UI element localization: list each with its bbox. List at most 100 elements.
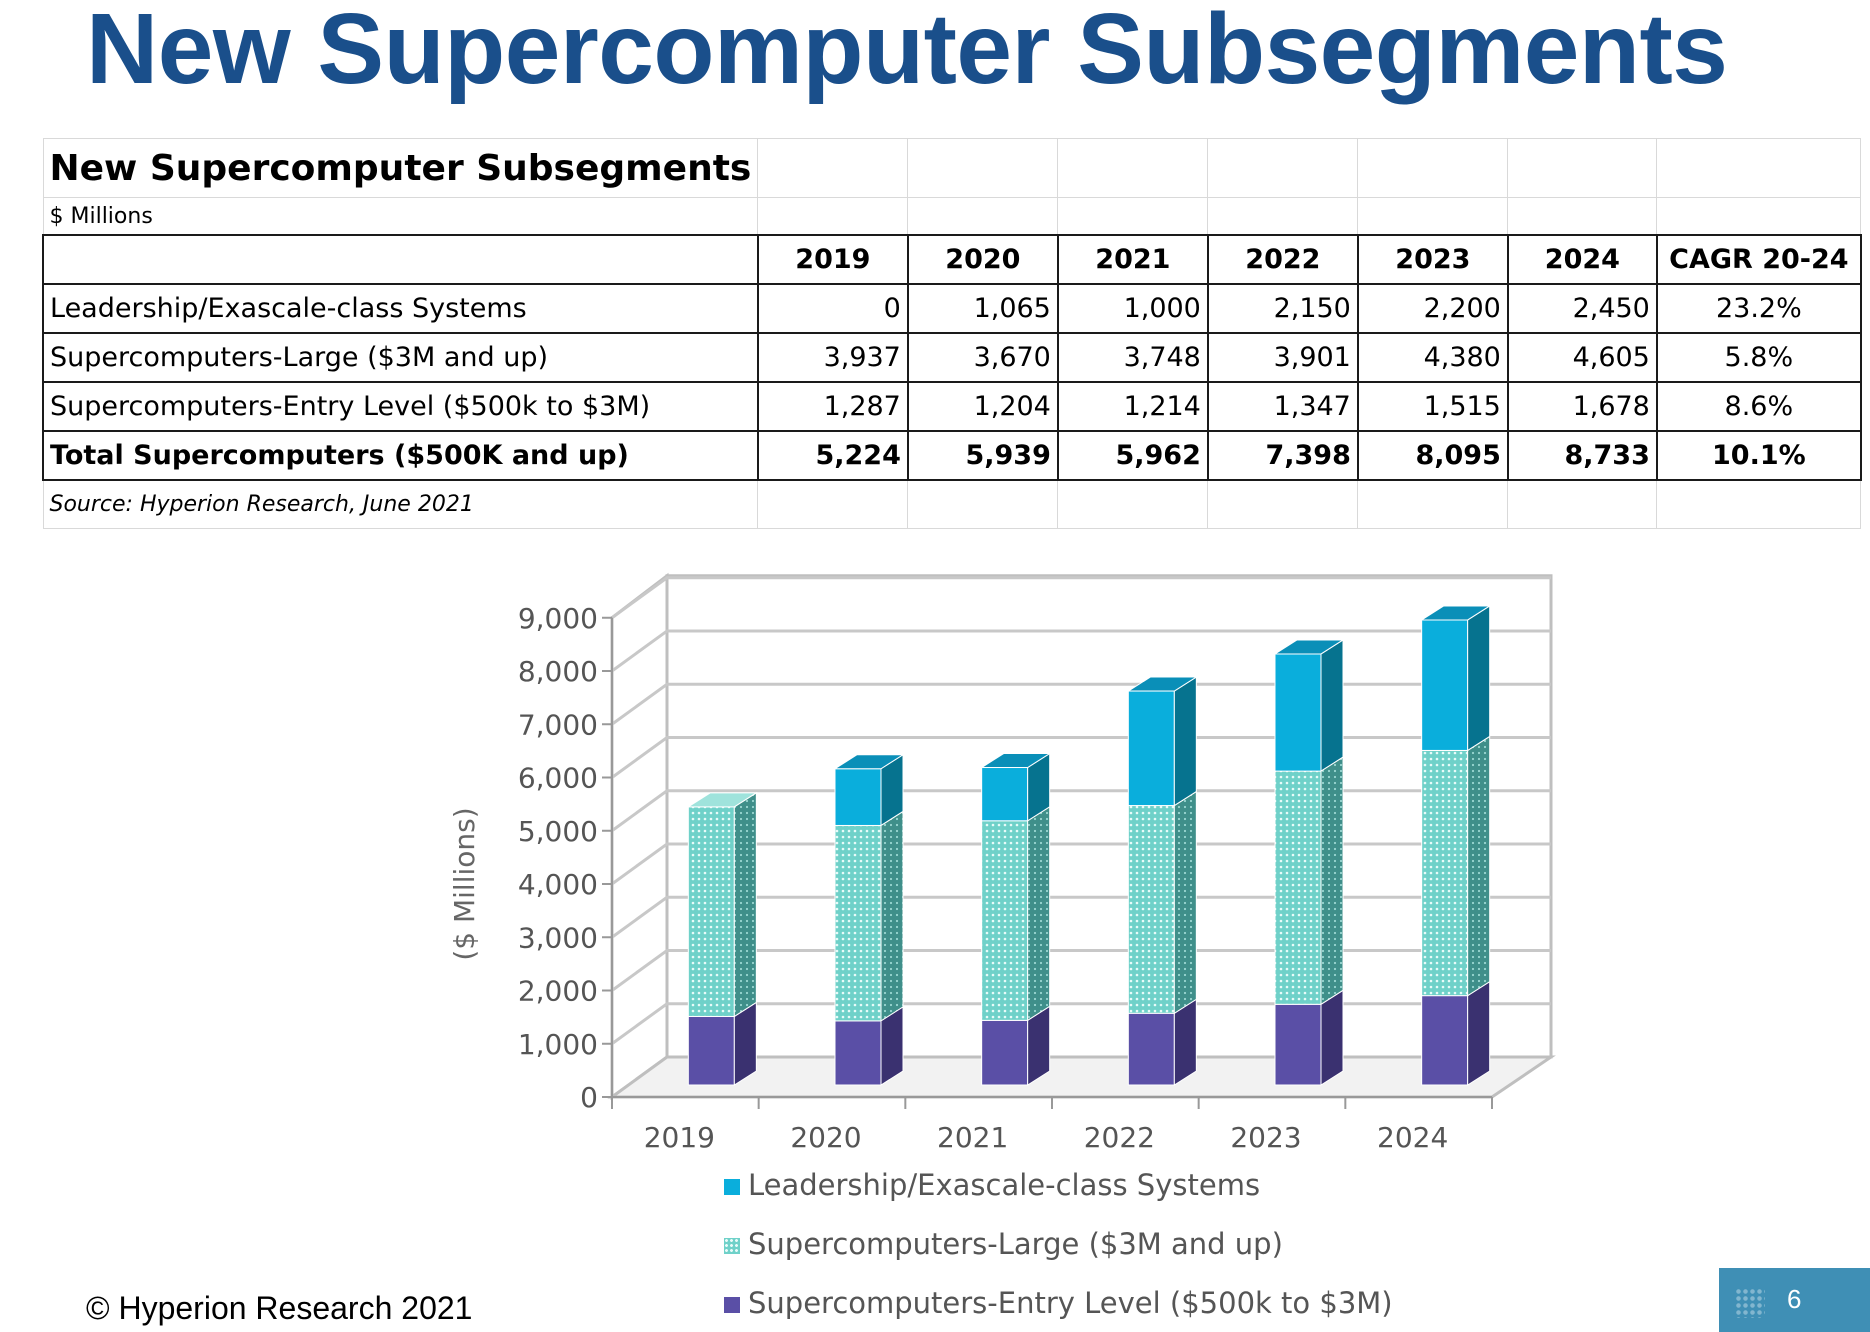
bar-segment-large (981, 820, 1029, 1021)
bar-segment-leadership-side (1173, 676, 1197, 807)
legend-item-leadership: Leadership/Exascale-class Systems (724, 1168, 1260, 1208)
y-tick-label: 3,000 (518, 921, 598, 954)
gridline (611, 789, 1551, 832)
table-cell: 3,748 (1056, 332, 1209, 383)
bar-segment-large (1127, 805, 1175, 1014)
y-tick-label: 1,000 (518, 1028, 598, 1061)
table-header: 2024 (1506, 234, 1658, 285)
table-cell: 2,200 (1356, 283, 1509, 334)
bar-segment-leadership (1274, 653, 1322, 772)
table-cell: 1,287 (756, 381, 909, 432)
legend-swatch (724, 1238, 740, 1254)
bar-segment-entry-level (834, 1020, 882, 1086)
row-label: Leadership/Exascale-class Systems (42, 283, 759, 334)
table-cell: 3,937 (756, 332, 909, 383)
legend-label: Leadership/Exascale-class Systems (748, 1168, 1261, 1202)
bar-segment-entry-level-side (1173, 998, 1197, 1086)
chart-back-wall (665, 574, 1553, 1059)
table-cell: 1,678 (1506, 381, 1658, 432)
table-cell-cagr: 5.8% (1655, 332, 1862, 383)
x-tick-label: 2020 (790, 1121, 861, 1154)
x-tick-label: 2022 (1084, 1121, 1155, 1154)
row-label: Total Supercomputers ($500K and up) (42, 430, 759, 481)
table-row: Supercomputers-Large ($3M and up) 3,937 … (42, 332, 1862, 383)
y-tick-label: 2,000 (518, 975, 598, 1008)
table-row: Supercomputers-Entry Level ($500k to $3M… (42, 381, 1862, 432)
table-cell-cagr: 8.6% (1655, 381, 1862, 432)
bar-top-cap (1419, 605, 1492, 621)
table-header: 2023 (1356, 234, 1509, 285)
bar-segment-large (1421, 749, 1469, 997)
bar-segment-entry-level (687, 1015, 735, 1086)
bar-stack (686, 791, 759, 1086)
bar-top-cap (979, 753, 1052, 769)
gridline (611, 682, 1551, 726)
row-label: Supercomputers-Large ($3M and up) (42, 332, 759, 383)
bar-top-cap (1126, 676, 1199, 692)
bar-segment-large-side (1467, 735, 1491, 997)
table-cell: 1,347 (1206, 381, 1359, 432)
page-number: 6 (1787, 1284, 1802, 1314)
page-number-box: 6 (1719, 1268, 1870, 1332)
bar-segment-entry-level (1274, 1003, 1322, 1086)
legend-label: Supercomputers-Entry Level ($500k to $3M… (748, 1286, 1393, 1320)
x-tick-label: 2021 (937, 1121, 1008, 1154)
table-cell: 3,670 (906, 332, 1059, 383)
table-cell: 1,065 (906, 283, 1059, 334)
copyright-text: © Hyperion Research 2021 (86, 1290, 473, 1326)
table-cell: 4,605 (1506, 332, 1658, 383)
gridline (611, 949, 1551, 992)
table-cell: 5,962 (1056, 430, 1209, 481)
bar-segment-leadership (834, 768, 882, 826)
table-cell: 1,204 (906, 381, 1059, 432)
bar-segment-large (687, 806, 735, 1017)
bar-segment-large-side (1027, 805, 1051, 1022)
bar-segment-large-side (733, 791, 757, 1018)
table-header-blank (42, 234, 759, 285)
y-axis-label: ($ Millions) (448, 807, 481, 960)
chart-left-wall (610, 572, 669, 1100)
table-header: 2021 (1056, 234, 1209, 285)
table-cell: 1,214 (1056, 381, 1209, 432)
row-label: Supercomputers-Entry Level ($500k to $3M… (42, 381, 759, 432)
bar-segment-large (834, 824, 882, 1022)
bar-top-cap (833, 754, 905, 770)
bar-segment-leadership-side (1467, 605, 1491, 752)
bar-top-cap (1273, 639, 1345, 655)
legend-label: Supercomputers-Large ($3M and up) (748, 1227, 1283, 1261)
legend-swatch (724, 1297, 740, 1313)
table-row-total: Total Supercomputers ($500K and up) 5,22… (42, 430, 1862, 481)
table-cell: 2,150 (1206, 283, 1359, 334)
legend-item-large: Supercomputers-Large ($3M and up) (724, 1227, 1283, 1267)
table-row: Leadership/Exascale-class Systems 0 1,06… (42, 283, 1862, 334)
slide-title: New Supercomputer Subsegments (86, 0, 1728, 105)
table-units: $ Millions (42, 197, 759, 236)
gridline (611, 736, 1551, 779)
x-tick-label: 2019 (644, 1121, 715, 1154)
bar-stack (1126, 676, 1199, 1086)
x-tick-label: 2023 (1230, 1121, 1301, 1154)
table-cell: 5,224 (756, 430, 909, 481)
gridline (611, 629, 1551, 673)
table-cell: 1,515 (1356, 381, 1509, 432)
bar-segment-leadership (981, 767, 1029, 822)
table-cell: 5,939 (906, 430, 1059, 481)
bar-segment-leadership (1421, 619, 1469, 751)
gridline (611, 576, 1551, 619)
gridline (611, 1002, 1551, 1045)
y-tick-label: 6,000 (518, 762, 598, 795)
bar-segment-leadership-side (1320, 639, 1344, 773)
table-cell-cagr: 10.1% (1655, 430, 1862, 481)
bar-segment-large (1274, 770, 1322, 1005)
bar-segment-entry-level (1421, 995, 1469, 1086)
bar-stack (1273, 639, 1345, 1086)
x-tick-label: 2024 (1377, 1121, 1448, 1154)
table-header: 2019 (756, 234, 909, 285)
bar-stack (833, 753, 905, 1086)
table-cell: 4,380 (1356, 332, 1509, 383)
y-tick-label: 7,000 (518, 708, 598, 741)
gridline (611, 842, 1551, 886)
table-cell: 7,398 (1206, 430, 1359, 481)
bar-stack (979, 752, 1052, 1086)
